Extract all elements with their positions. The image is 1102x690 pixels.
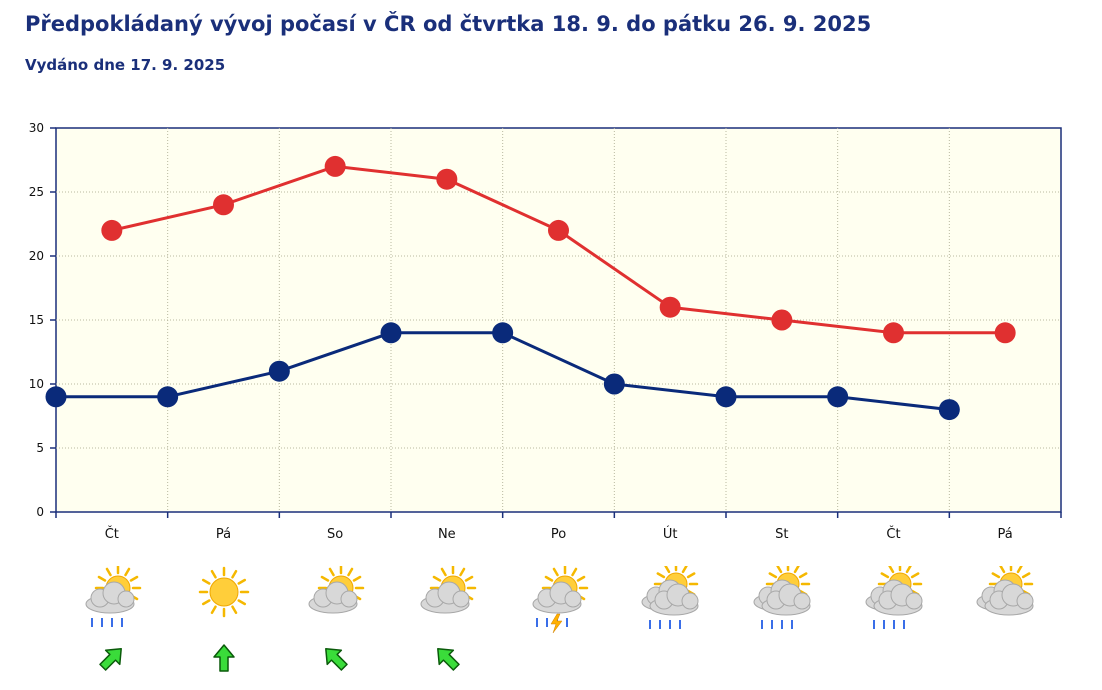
x-tick-label: So (327, 527, 343, 542)
data-point-min (380, 322, 402, 344)
y-tick-label: 20 (29, 249, 44, 263)
sun-cloud-storm-icon (519, 564, 599, 636)
data-point-max (436, 168, 458, 190)
data-point-min (45, 386, 67, 408)
sun-cloud-icon (407, 564, 487, 636)
x-tick-label: Ne (438, 527, 456, 542)
y-tick-label: 25 (29, 185, 44, 199)
cloud-sun-icon (965, 561, 1045, 636)
data-point-max (324, 155, 346, 177)
data-point-min (268, 360, 290, 382)
wind-northwest-arrow-icon (432, 643, 462, 673)
page-title: Předpokládaný vývoj počasí v ČR od čtvrt… (25, 12, 872, 36)
wind-northeast-arrow-icon (97, 643, 127, 673)
wind-north-arrow-icon (209, 643, 239, 673)
cloud-sun-rain-icon (742, 561, 822, 636)
y-tick-label: 30 (29, 121, 44, 135)
y-tick-label: 10 (29, 377, 44, 391)
data-point-max (548, 219, 569, 241)
y-tick-label: 15 (29, 313, 44, 327)
grid-lines (56, 128, 1061, 512)
x-tick-label: Čt (105, 526, 119, 542)
sun-cloud-rain-icon (72, 564, 152, 636)
data-point-max (659, 296, 681, 318)
cloud-sun-rain-icon (630, 561, 710, 636)
data-point-max (771, 309, 793, 331)
data-point-min (603, 373, 625, 395)
data-point-min (938, 399, 960, 421)
x-tick-label: Út (663, 526, 678, 542)
sun-cloud-icon (295, 564, 375, 636)
x-tick-label: St (775, 527, 788, 542)
data-point-max (883, 322, 904, 344)
series-points (45, 155, 1016, 421)
data-point-min (715, 386, 737, 408)
data-point-min (827, 386, 849, 408)
y-tick-label: 5 (36, 441, 44, 455)
x-tick-label: Pá (998, 527, 1013, 542)
x-tick-label: Po (551, 527, 566, 542)
cloud-sun-rain-icon (854, 561, 934, 636)
data-point-max (213, 194, 234, 216)
y-tick-label: 0 (36, 505, 44, 519)
issued-date: Vydáno dne 17. 9. 2025 (25, 56, 226, 74)
x-tick-label: Pá (216, 527, 231, 542)
wind-northwest-arrow-icon (320, 643, 350, 673)
data-point-max (101, 219, 123, 241)
x-axis: Čt Pá So Ne Po Út St Čt Pá (55, 512, 1062, 542)
y-axis: 0 5 10 15 20 25 30 (29, 121, 56, 519)
data-point-max (994, 322, 1016, 344)
data-point-min (492, 322, 514, 344)
x-tick-label: Čt (886, 526, 900, 542)
sun-icon (184, 566, 264, 636)
data-point-min (157, 386, 179, 408)
